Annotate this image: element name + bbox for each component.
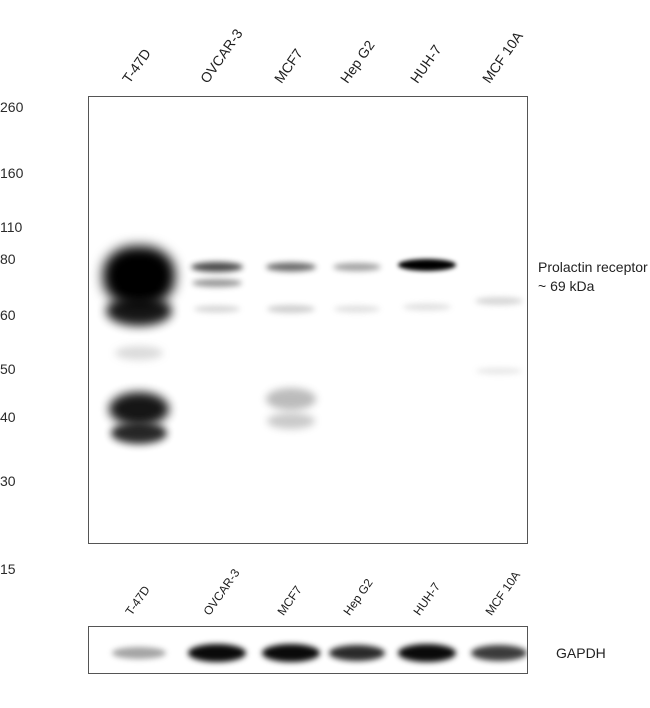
gapdh-band: [112, 647, 166, 659]
lane-header: MCF7: [275, 583, 305, 618]
band: [192, 279, 242, 287]
lane-header: OVCAR-3: [197, 26, 246, 86]
mw-label: 80: [0, 251, 68, 267]
band: [333, 263, 381, 271]
gapdh-text: GAPDH: [556, 645, 606, 661]
target-protein-label: Prolactin receptor ~ 69 kDa: [538, 258, 648, 296]
gapdh-band: [471, 645, 527, 661]
gapdh-band: [262, 644, 320, 662]
lane-header: T-47D: [123, 583, 153, 618]
band: [476, 368, 522, 375]
gapdh-band: [398, 644, 456, 662]
lane-header: OVCAR-3: [201, 566, 243, 618]
mw-label: 30: [0, 473, 68, 489]
lane-header: HUH-7: [411, 580, 444, 618]
mw-label: 260: [0, 99, 68, 115]
target-protein-name: Prolactin receptor: [538, 259, 648, 275]
band: [475, 297, 523, 305]
gapdh-blot: [88, 626, 528, 674]
gapdh-label: GAPDH: [556, 644, 606, 663]
mw-label: 40: [0, 409, 68, 425]
lane-headers-main: T-47D OVCAR-3 MCF7 Hep G2 HUH-7 MCF 10A: [96, 0, 530, 92]
band: [115, 346, 163, 360]
band: [266, 263, 316, 272]
lane-header: MCF7: [271, 46, 306, 86]
gapdh-band: [329, 645, 385, 661]
figure-container: 260 160 110 80 60 50 40 30 15 T-47D OVCAR-3 MCF7 He…: [0, 0, 650, 708]
main-blot: [88, 96, 528, 544]
band: [109, 392, 169, 426]
lane-header: HUH-7: [407, 42, 445, 86]
band: [194, 306, 240, 313]
gapdh-band: [188, 644, 246, 662]
band: [334, 306, 380, 313]
band: [266, 388, 316, 410]
lane-header: T-47D: [119, 46, 154, 86]
lane-headers-gapdh: T-47D OVCAR-3 MCF7 Hep G2 HUH-7 MCF 10A: [96, 562, 528, 624]
band: [267, 305, 315, 313]
lane-header: Hep G2: [341, 576, 376, 618]
mw-label: 15: [0, 561, 68, 577]
lane-header: MCF 10A: [479, 28, 526, 86]
lane-header: MCF 10A: [483, 568, 524, 618]
lane-header: Hep G2: [337, 37, 378, 86]
target-protein-mw: ~ 69 kDa: [538, 278, 594, 294]
band: [267, 413, 315, 429]
mw-label: 60: [0, 307, 68, 323]
mw-label: 50: [0, 361, 68, 377]
band: [403, 304, 451, 311]
mw-label: 110: [0, 219, 68, 235]
band: [191, 262, 243, 272]
band: [398, 259, 456, 271]
band: [111, 422, 167, 444]
band: [106, 296, 172, 326]
mw-label: 160: [0, 165, 68, 181]
